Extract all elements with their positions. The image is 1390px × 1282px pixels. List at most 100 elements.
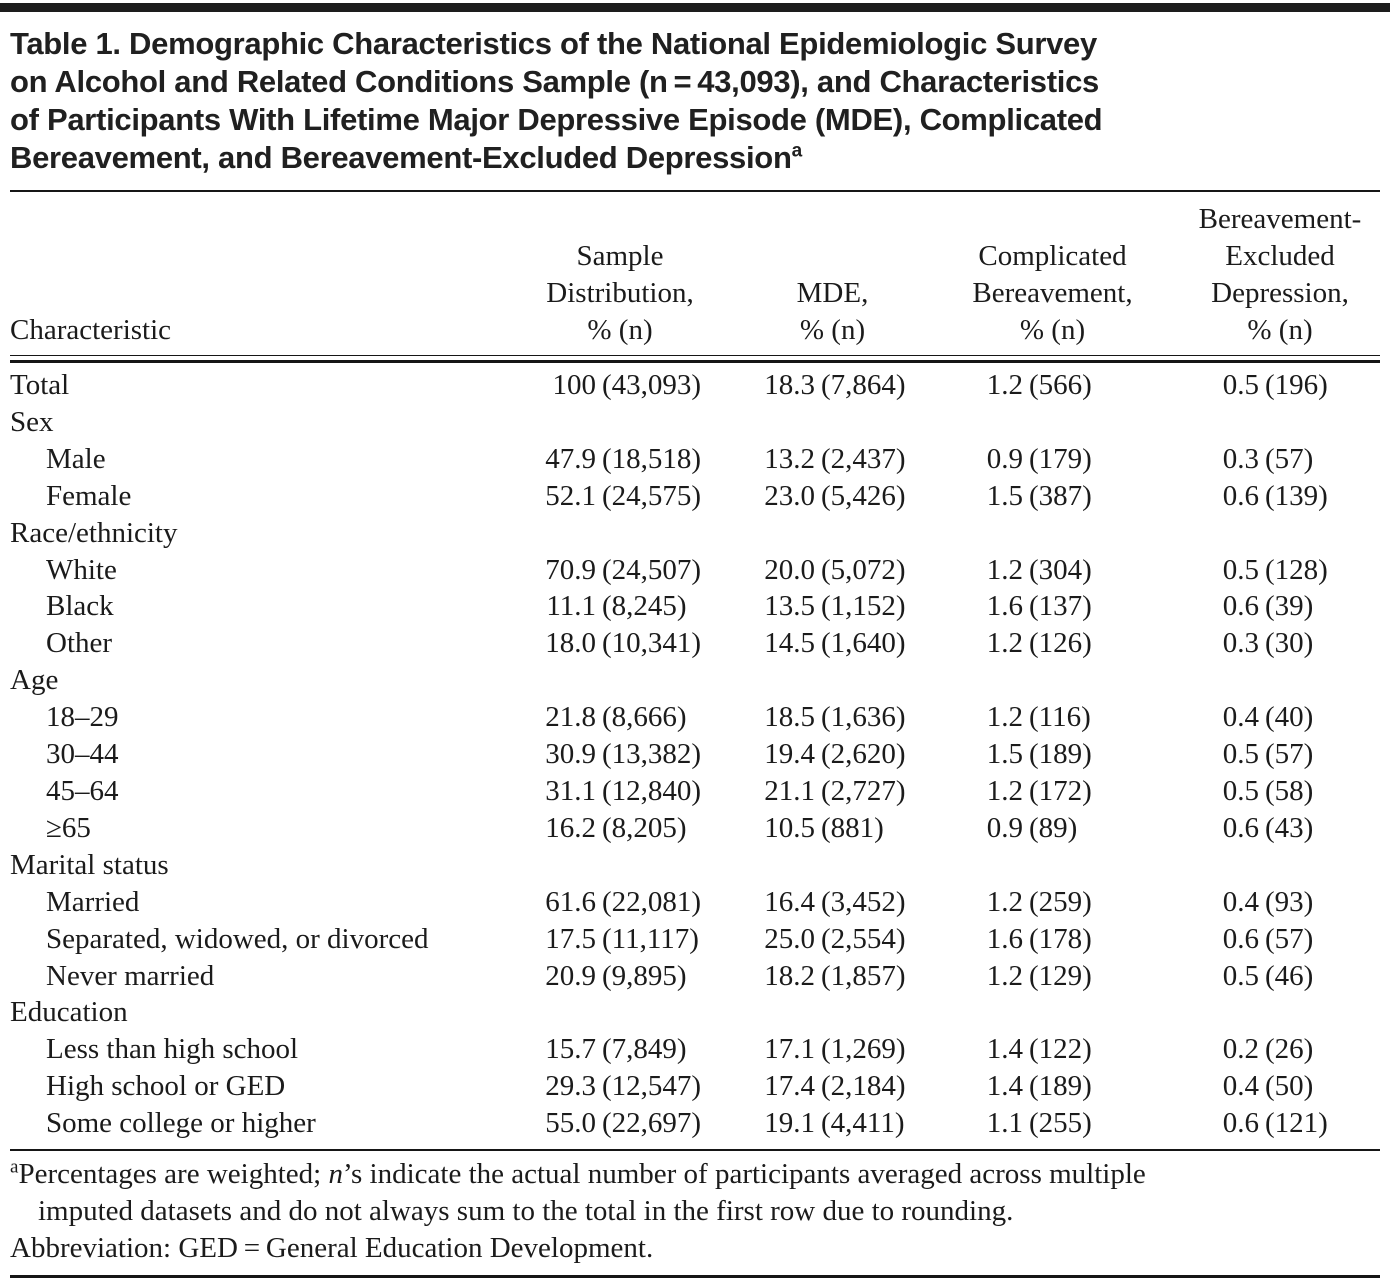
cell-bereavement-excluded-depression: 0.3 (30): [1180, 625, 1380, 662]
n-value: (121): [1265, 1107, 1328, 1140]
percent-value: 19.4: [764, 738, 815, 771]
cell-bereavement-excluded-depression: [1180, 515, 1380, 552]
value-pair: 0.9 (89): [950, 810, 1078, 847]
cell-bereavement-excluded-depression: [1180, 662, 1380, 699]
percent-value: 18.3: [764, 369, 815, 401]
cell-mde: [760, 847, 950, 884]
value-pair: 20.0 (5,072): [760, 552, 906, 589]
cell-sample-distribution: [460, 404, 760, 441]
cell-bereavement-excluded-depression: 0.5 (196): [1180, 363, 1380, 404]
n-value: (57): [1265, 738, 1314, 771]
percent-value: 1.2: [986, 553, 1023, 586]
n-value: (5,426): [821, 479, 906, 512]
n-value: (5,072): [821, 553, 906, 586]
cell-sample-distribution: [460, 847, 760, 884]
value-pair: 0.4 (50): [1180, 1068, 1314, 1105]
percent-value: 70.9: [545, 553, 596, 586]
table-row: Married 61.6 (22,081) 16.4 (3,452) 1.2 (259) 0.…: [10, 884, 1380, 921]
cell-bereavement-excluded-depression: 0.4 (50): [1180, 1068, 1380, 1105]
percent-value: 1.1: [986, 1107, 1023, 1140]
section-header-row: Education: [10, 994, 1380, 1031]
table-row: White 70.9 (24,507) 20.0 (5,072) 1.2 (304) 0.5(…: [10, 552, 1380, 589]
n-value: (2,184): [821, 1070, 906, 1103]
cell-sample-distribution: 18.0 (10,341): [460, 625, 760, 662]
cell-mde: [760, 994, 950, 1031]
n-value: (196): [1265, 369, 1328, 401]
n-value: (1,636): [821, 701, 906, 734]
cell-complicated-bereavement: 1.2 (566): [950, 363, 1180, 404]
cell-mde: 13.5 (1,152): [760, 588, 950, 625]
table-title-line: Bereavement, and Bereavement-Excluded De…: [10, 139, 1380, 177]
percent-value: 1.4: [986, 1070, 1023, 1103]
percent-value: 1.2: [986, 774, 1023, 807]
percent-value: 13.5: [764, 590, 815, 623]
cell-complicated-bereavement: 1.2 (126): [950, 625, 1180, 662]
percent-value: 47.9: [545, 442, 596, 475]
top-rule-thick: [0, 3, 1390, 12]
column-header-text: Characteristic: [10, 314, 172, 346]
percent-value: 0.6: [1222, 590, 1259, 623]
table-title-line: on Alcohol and Related Conditions Sample…: [10, 64, 1099, 99]
n-value: (1,640): [821, 627, 906, 660]
cell-bereavement-excluded-depression: [1180, 994, 1380, 1031]
value-pair: 1.2 (566): [950, 367, 1092, 404]
body-end-rule: [10, 1149, 1380, 1152]
n-value: (7,849): [602, 1033, 687, 1066]
cell-sample-distribution: 55.0 (22,697): [460, 1105, 760, 1142]
cell-sample-distribution: 11.1 (8,245): [460, 588, 760, 625]
footnote-text: ’s indicate the actual number of partici…: [342, 1158, 1146, 1191]
cell-mde: 19.1 (4,411): [760, 1105, 950, 1142]
value-pair: 18.0 (10,341): [460, 625, 701, 662]
value-pair: 0.6 (139): [1180, 478, 1328, 515]
row-label: White: [46, 553, 117, 586]
cell-bereavement-excluded-depression: 0.4 (40): [1180, 699, 1380, 736]
column-header-text: Distribution,: [546, 277, 694, 309]
value-pair: 1.2 (129): [950, 958, 1092, 995]
value-pair: 0.5 (58): [1180, 773, 1314, 810]
value-pair: 19.4 (2,620): [760, 736, 905, 773]
cell-mde: 18.2 (1,857): [760, 958, 950, 995]
value-pair: 1.6 (137): [950, 588, 1092, 625]
table-title: Table 1. Demographic Characteristics of …: [10, 25, 1380, 177]
percent-value: 16.2: [545, 811, 596, 844]
n-value: (189): [1029, 1070, 1092, 1103]
cell-sample-distribution: 61.6 (22,081): [460, 884, 760, 921]
table-row: Less than high school 15.7 (7,849) 17.1 (1,2…: [10, 1031, 1380, 1068]
column-header-sample-distribution: Sample Distribution, % (n): [460, 192, 760, 355]
cell-bereavement-excluded-depression: 0.5 (58): [1180, 773, 1380, 810]
percent-value: 0.4: [1222, 885, 1259, 918]
cell-mde: 16.4 (3,452): [760, 884, 950, 921]
section-header-row: Sex: [10, 404, 1380, 441]
value-pair: 55.0 (22,697): [460, 1105, 701, 1142]
n-value: (304): [1029, 553, 1092, 586]
n-value: (126): [1029, 627, 1092, 660]
cell-bereavement-excluded-depression: 0.5 (57): [1180, 736, 1380, 773]
n-value: (24,507): [602, 553, 702, 586]
cell-complicated-bereavement: [950, 404, 1180, 441]
value-pair: 70.9 (24,507): [460, 552, 701, 589]
cell-sample-distribution: [460, 515, 760, 552]
n-value: (2,554): [821, 922, 906, 955]
n-value: (46): [1265, 959, 1314, 992]
footnote-text: Percentages are weighted;: [18, 1158, 329, 1191]
percent-value: 0.6: [1222, 922, 1259, 955]
percent-value: 10.5: [764, 811, 815, 844]
row-label: 45–64: [46, 774, 119, 807]
n-value: (18,518): [602, 442, 702, 475]
percent-value: 1.2: [986, 627, 1023, 660]
percent-value: 1.2: [986, 369, 1023, 401]
value-pair: 0.2 (26): [1180, 1031, 1314, 1068]
value-pair: 18.5 (1,636): [760, 699, 906, 736]
value-pair: 61.6 (22,081): [460, 884, 701, 921]
value-pair: 17.1 (1,269): [760, 1031, 905, 1068]
cell-mde: 23.0 (5,426): [760, 478, 950, 515]
table-row: Black 11.1 (8,245) 13.5 (1,152) 1.6 (137) 0.6 (3…: [10, 588, 1380, 625]
cell-sample-distribution: 30.9 (13,382): [460, 736, 760, 773]
n-value: (57): [1265, 922, 1314, 955]
value-pair: 1.2 (126): [950, 625, 1092, 662]
cell-mde: 17.1 (1,269): [760, 1031, 950, 1068]
cell-complicated-bereavement: 1.6 (178): [950, 921, 1180, 958]
value-pair: 29.3 (12,547): [460, 1068, 701, 1105]
value-pair: 13.2 (2,437): [760, 441, 905, 478]
value-pair: 1.2 (304): [950, 552, 1092, 589]
